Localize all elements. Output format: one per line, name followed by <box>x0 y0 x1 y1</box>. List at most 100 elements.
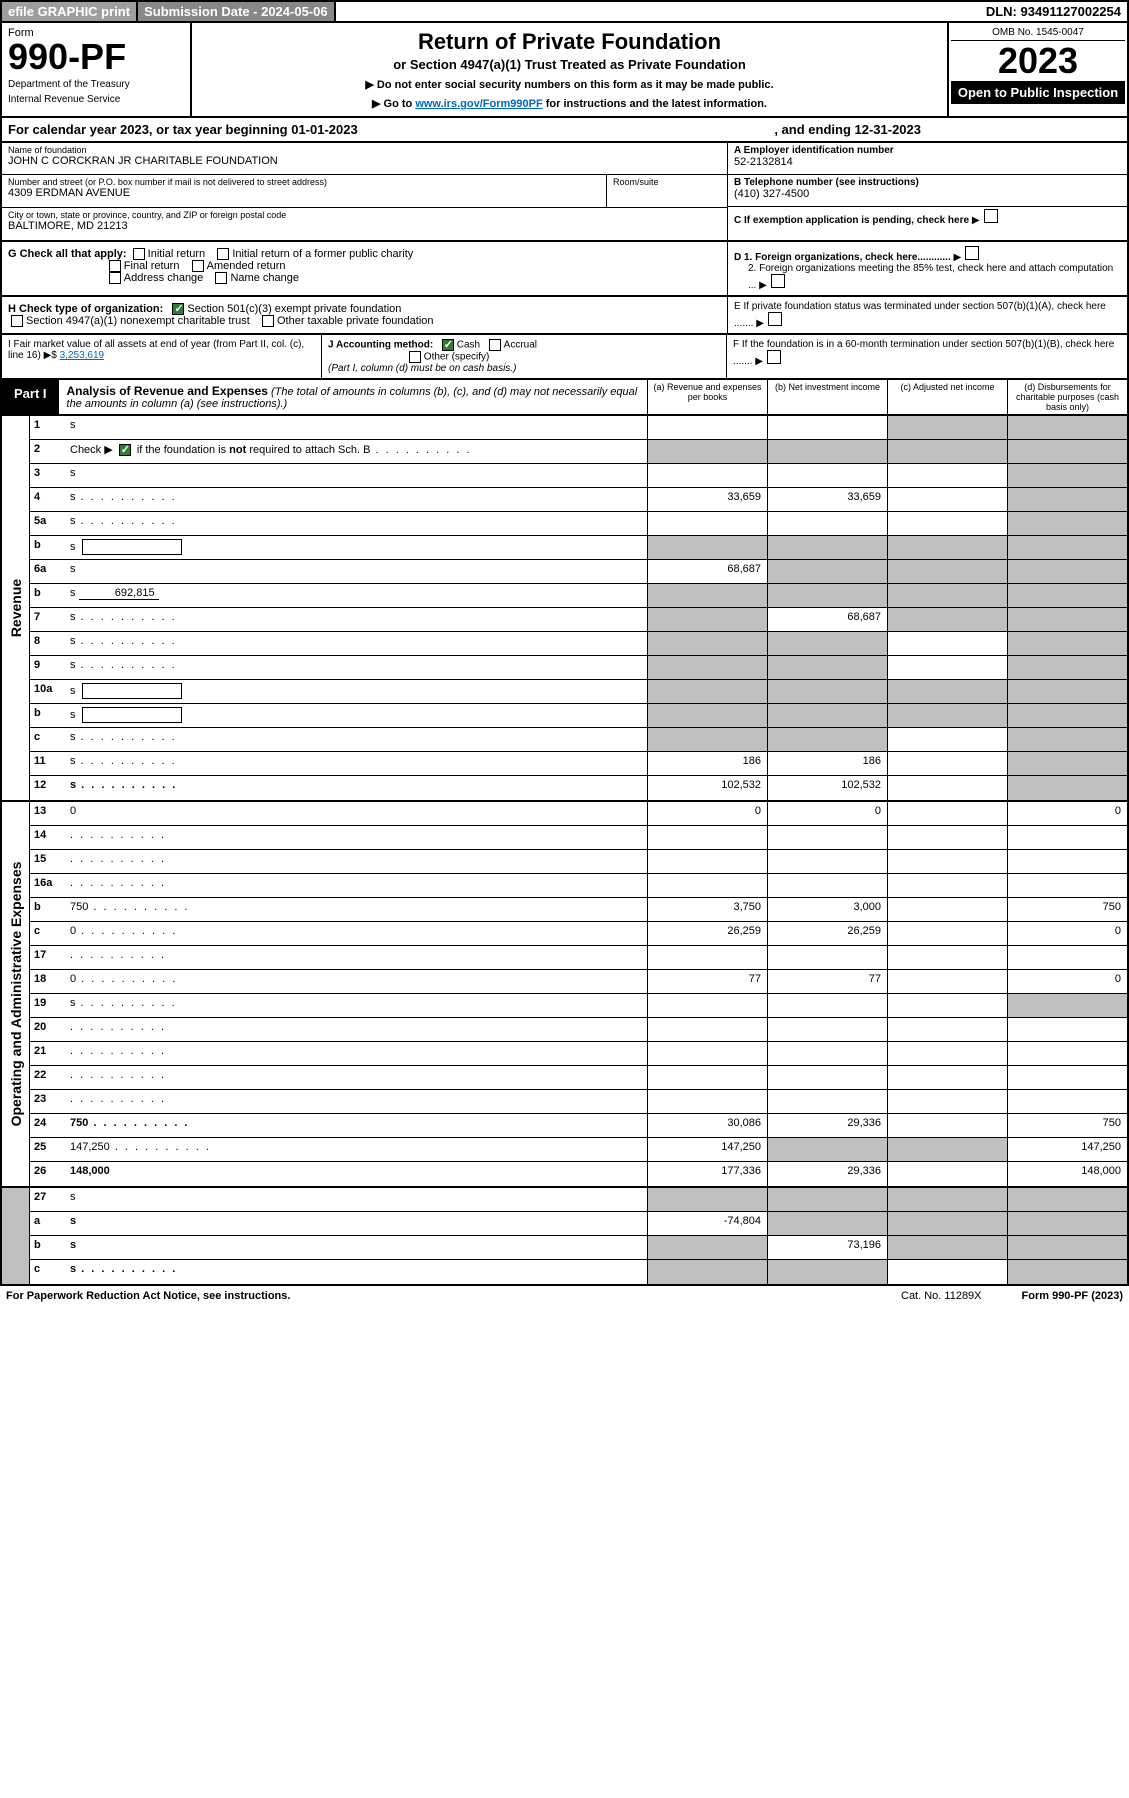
section-h-e-row: H Check type of organization: Section 50… <box>0 297 1129 335</box>
value-cell-shaded <box>647 584 767 607</box>
table-row: 10as <box>30 680 1127 704</box>
value-cell: 33,659 <box>647 488 767 511</box>
line-number: b <box>30 1236 66 1259</box>
value-cell-shaded <box>647 656 767 679</box>
open-public-badge: Open to Public Inspection <box>951 81 1125 104</box>
line-number: 5a <box>30 512 66 535</box>
value-cell <box>1007 826 1127 849</box>
net-side-blank <box>2 1188 30 1284</box>
value-cell-shaded <box>767 656 887 679</box>
line-description: s <box>66 776 647 800</box>
value-cell <box>767 946 887 969</box>
checkbox-d1[interactable] <box>965 246 979 260</box>
foundation-name-cell: Name of foundation JOHN C CORCKRAN JR CH… <box>2 143 727 175</box>
revenue-rows: 1s2Check ▶ if the foundation is not requ… <box>30 416 1127 800</box>
omb-number: OMB No. 1545-0047 <box>951 25 1125 41</box>
value-cell-shaded <box>647 1236 767 1259</box>
f-line: F If the foundation is in a 60-month ter… <box>733 339 1114 367</box>
value-cell: 148,000 <box>1007 1162 1127 1186</box>
efile-print-button[interactable]: efile GRAPHIC print <box>2 2 138 21</box>
line-number: 25 <box>30 1138 66 1161</box>
part1-badge: Part I <box>2 380 59 414</box>
table-row: bs <box>30 536 1127 560</box>
value-cell <box>887 994 1007 1017</box>
line-description: 750 <box>66 1114 647 1137</box>
value-cell: 0 <box>1007 922 1127 945</box>
checkbox-initial-former[interactable] <box>217 248 229 260</box>
address-label: Number and street (or P.O. box number if… <box>8 177 600 187</box>
opt-amended: Amended return <box>207 260 286 272</box>
checkbox-amended[interactable] <box>192 260 204 272</box>
checkbox-other-taxable[interactable] <box>262 315 274 327</box>
line-description: Check ▶ if the foundation is not require… <box>66 440 647 463</box>
checkbox-name-change[interactable] <box>215 272 227 284</box>
col-b-head: (b) Net investment income <box>767 380 887 414</box>
line-number: c <box>30 1260 66 1284</box>
line-number: 20 <box>30 1018 66 1041</box>
value-cell <box>887 1018 1007 1041</box>
line-description: s <box>66 680 647 703</box>
value-cell <box>887 850 1007 873</box>
value-cell-shaded <box>647 728 767 751</box>
value-cell: 68,687 <box>647 560 767 583</box>
calendar-year-row: For calendar year 2023, or tax year begi… <box>0 118 1129 143</box>
value-cell <box>887 1162 1007 1186</box>
value-cell: 0 <box>1007 802 1127 825</box>
value-cell: 0 <box>647 802 767 825</box>
checkbox-sch-b[interactable] <box>119 444 131 456</box>
instructions-link-line: ▶ Go to www.irs.gov/Form990PF for instru… <box>198 97 941 110</box>
line-description: s 692,815 <box>66 584 647 607</box>
header-left: Form 990-PF Department of the Treasury I… <box>2 23 192 116</box>
j-label: J Accounting method: <box>328 340 433 351</box>
line-number: 18 <box>30 970 66 993</box>
checkbox-e[interactable] <box>768 312 782 326</box>
value-cell <box>887 656 1007 679</box>
checkbox-final-return[interactable] <box>109 260 121 272</box>
value-cell-shaded <box>767 632 887 655</box>
value-cell: 3,000 <box>767 898 887 921</box>
fmv-value-link[interactable]: 3,253,619 <box>60 350 105 361</box>
line-description: 0 <box>66 970 647 993</box>
line-number: 13 <box>30 802 66 825</box>
info-left-col: Name of foundation JOHN C CORCKRAN JR CH… <box>2 143 727 240</box>
checkbox-cash[interactable] <box>442 339 454 351</box>
line-description <box>66 1042 647 1065</box>
line-description: s <box>66 656 647 679</box>
form990pf-link[interactable]: www.irs.gov/Form990PF <box>415 98 542 110</box>
checkbox-4947[interactable] <box>11 315 23 327</box>
value-cell <box>647 826 767 849</box>
inline-amount-box[interactable] <box>82 683 182 699</box>
checkbox-f[interactable] <box>767 350 781 364</box>
checkbox-other-method[interactable] <box>409 351 421 363</box>
checkbox-address-change[interactable] <box>109 272 121 284</box>
phone-label: B Telephone number (see instructions) <box>734 177 1121 188</box>
line-description <box>66 1018 647 1041</box>
line-description: s <box>66 488 647 511</box>
arrow-icon: ▶ <box>972 215 980 226</box>
value-cell-shaded <box>767 728 887 751</box>
line-number: 8 <box>30 632 66 655</box>
line-description: 0 <box>66 922 647 945</box>
submission-date: Submission Date - 2024-05-06 <box>138 2 336 21</box>
col-c-head: (c) Adjusted net income <box>887 380 1007 414</box>
value-cell <box>767 512 887 535</box>
table-row: 22 <box>30 1066 1127 1090</box>
value-cell <box>647 1066 767 1089</box>
line-number: 1 <box>30 416 66 439</box>
value-cell: 750 <box>1007 1114 1127 1137</box>
checkbox-initial-return[interactable] <box>133 248 145 260</box>
line-description <box>66 1090 647 1113</box>
value-cell <box>767 1018 887 1041</box>
checkbox-accrual[interactable] <box>489 339 501 351</box>
checkbox-501c3[interactable] <box>172 303 184 315</box>
checkbox-d2[interactable] <box>771 274 785 288</box>
line-number: 9 <box>30 656 66 679</box>
inline-amount-box[interactable] <box>82 539 182 555</box>
inline-amount-box[interactable] <box>82 707 182 723</box>
value-cell: 26,259 <box>767 922 887 945</box>
opt-other-taxable: Other taxable private foundation <box>277 315 434 327</box>
value-cell-shaded <box>647 440 767 463</box>
line-description: s <box>66 1188 647 1211</box>
checkbox-c[interactable] <box>984 209 998 223</box>
value-cell: 29,336 <box>767 1114 887 1137</box>
